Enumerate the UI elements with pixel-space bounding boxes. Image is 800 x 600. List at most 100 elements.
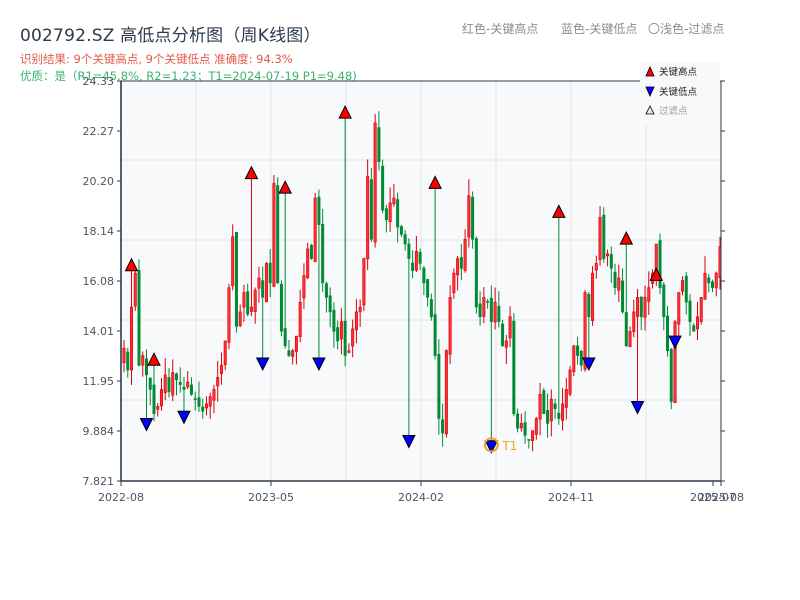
- candle-up: [208, 396, 212, 407]
- candle-down: [317, 196, 321, 225]
- candle-up: [482, 297, 486, 317]
- candle-down: [639, 296, 643, 318]
- y-tick-label: 7.821: [83, 475, 115, 488]
- candle-down: [542, 390, 546, 414]
- candle-up: [171, 372, 175, 396]
- candle-down: [579, 350, 583, 366]
- quality-info: 优质：是（R1=45.8%, R2=1.23；T1=2024-07-19 P1=…: [20, 69, 357, 83]
- x-tick-label: 2024-11: [548, 491, 594, 504]
- candle-up: [636, 297, 640, 317]
- candle-down: [324, 283, 328, 298]
- candle-up: [681, 280, 685, 292]
- candle-up: [572, 345, 576, 373]
- legend-item-filtered: 过滤点: [645, 105, 688, 117]
- candle-up: [272, 183, 276, 287]
- y-tick-label: 24.33: [83, 75, 115, 88]
- y-tick-label: 14.01: [83, 325, 115, 338]
- candle-down: [546, 410, 550, 424]
- candle-down: [189, 384, 193, 395]
- candle-down: [137, 270, 141, 366]
- candle-up: [186, 381, 190, 388]
- candle-down: [474, 238, 478, 308]
- axes: 7.821 9.884 11.95 14.01 16.08 18.14 20.20 22.27…: [83, 75, 744, 504]
- triangle-down-icon: [645, 86, 655, 97]
- candle-down: [343, 320, 347, 356]
- candle-down: [174, 373, 178, 381]
- y-tick-label: 11.95: [83, 375, 115, 388]
- candle-down: [707, 277, 711, 284]
- y-tick-label: 20.20: [83, 175, 115, 188]
- candle-down: [489, 297, 493, 322]
- candle-down: [276, 185, 280, 284]
- candle-down: [369, 179, 373, 240]
- key-low-icon: [484, 440, 499, 454]
- key-low-icon: [581, 357, 596, 372]
- candle-up: [219, 364, 223, 375]
- legend-item-high: 关键高点: [645, 66, 698, 78]
- candle-up: [388, 202, 392, 223]
- candle-down: [666, 315, 670, 351]
- candle-down: [486, 301, 490, 303]
- candle-up: [677, 292, 681, 325]
- key-high-icon: [552, 204, 566, 218]
- candle-down: [148, 377, 152, 390]
- candle-up: [696, 316, 700, 330]
- candle-up: [594, 263, 598, 271]
- key-low-icon: [177, 410, 191, 425]
- candle-down: [328, 295, 332, 313]
- candle-down: [497, 305, 501, 322]
- candle-down: [433, 314, 437, 356]
- candle-up: [133, 272, 137, 307]
- candle-up: [249, 306, 253, 312]
- candle-up: [703, 272, 707, 300]
- candle-down: [336, 327, 340, 342]
- candle-down: [152, 384, 156, 414]
- candle-down: [692, 325, 696, 332]
- candle-up: [291, 350, 295, 357]
- candle-up: [508, 316, 512, 339]
- key-point-markers: T1: [124, 104, 682, 454]
- candle-up: [212, 389, 216, 401]
- candle-down: [609, 254, 613, 269]
- key-low-icon: [255, 357, 270, 372]
- candle-down: [418, 251, 422, 264]
- key-high-icon: [147, 352, 161, 366]
- note-blue-low: 蓝色-关键低点: [561, 22, 638, 36]
- candle-down: [193, 398, 197, 400]
- candle-up: [519, 423, 523, 429]
- candle-down: [167, 377, 171, 393]
- candle-down: [527, 439, 531, 441]
- candle-down: [662, 284, 666, 318]
- candle-down: [411, 262, 415, 272]
- candle-down: [234, 232, 238, 327]
- candle-down: [268, 262, 272, 284]
- candle-up: [456, 258, 460, 276]
- x-tick-label: 2022-08: [98, 491, 144, 504]
- candle-up: [306, 248, 310, 279]
- t1-label: T1: [501, 439, 517, 453]
- candle-down: [478, 303, 482, 318]
- candle-up: [568, 369, 572, 395]
- candle-up: [238, 311, 242, 326]
- x-tick-label: 2023-05: [248, 491, 294, 504]
- candle-down: [621, 280, 625, 313]
- candle-up: [351, 328, 355, 347]
- candle-down: [126, 351, 130, 371]
- candle-up: [549, 398, 553, 422]
- candle-up: [617, 277, 621, 291]
- candle-down: [287, 350, 291, 356]
- candle-up: [253, 289, 257, 312]
- candle-up: [156, 406, 160, 410]
- candle-down: [602, 214, 606, 259]
- key-low-icon: [668, 335, 682, 350]
- candle-down: [403, 234, 407, 245]
- candle-up: [538, 393, 542, 420]
- candle-down: [688, 300, 692, 322]
- candle-down: [178, 381, 182, 385]
- candle-up: [628, 330, 632, 348]
- candle-down: [523, 422, 527, 436]
- recognition-result: 识别结果: 9个关键高点, 9个关键低点 准确度: 94.3%: [20, 52, 293, 66]
- candle-up: [647, 287, 651, 302]
- candle-up: [531, 430, 535, 442]
